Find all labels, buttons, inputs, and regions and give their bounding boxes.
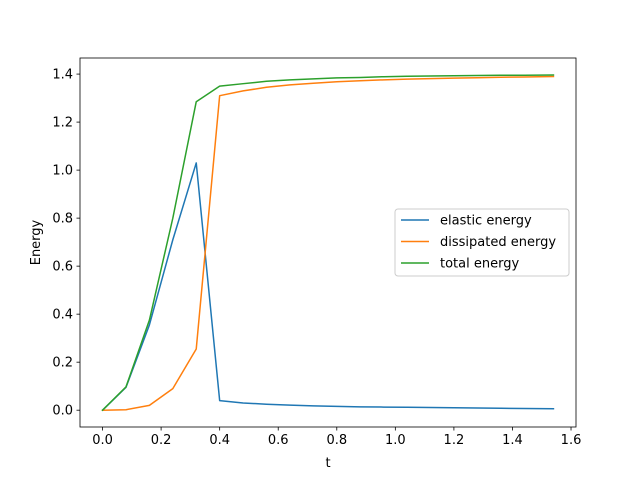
legend-label: dissipated energy bbox=[440, 235, 556, 250]
y-tick-label: 1.2 bbox=[52, 116, 73, 131]
series-line-total-energy bbox=[101, 74, 555, 412]
y-tick-label: 1.4 bbox=[52, 68, 73, 83]
x-axis-ticks: 0.0 0.2 0.4 0.6 0.8 1.0 1.2 1.4 1.6 bbox=[92, 427, 581, 448]
x-tick-label: 0.2 bbox=[151, 433, 172, 448]
legend-items: elastic energy dissipated energy total ene… bbox=[401, 214, 556, 272]
y-tick-label: 0.0 bbox=[52, 404, 73, 419]
x-tick-label: 0.4 bbox=[209, 433, 230, 448]
series-line-dissipated-energy bbox=[101, 75, 555, 411]
x-tick-label: 1.6 bbox=[561, 433, 582, 448]
x-tick-label: 1.4 bbox=[502, 433, 523, 448]
legend: elastic energy dissipated energy total ene… bbox=[394, 208, 570, 277]
legend-label: total energy bbox=[440, 257, 519, 272]
plot-lines bbox=[101, 74, 555, 412]
y-tick-label: 0.8 bbox=[52, 212, 73, 227]
x-axis-label: t bbox=[325, 456, 330, 471]
legend-label: elastic energy bbox=[440, 214, 532, 229]
x-tick-label: 1.0 bbox=[385, 433, 406, 448]
y-tick-label: 0.4 bbox=[52, 308, 73, 323]
x-tick-label: 0.0 bbox=[92, 433, 113, 448]
x-tick-label: 0.6 bbox=[268, 433, 289, 448]
legend-box bbox=[394, 208, 570, 277]
x-tick-label: 0.8 bbox=[326, 433, 347, 448]
y-axis-ticks: 0.0 0.2 0.4 0.6 0.8 1.0 1.2 1.4 bbox=[52, 68, 80, 419]
series-line-elastic-energy bbox=[101, 162, 555, 412]
x-tick-label: 1.2 bbox=[444, 433, 465, 448]
y-tick-label: 1.0 bbox=[52, 164, 73, 179]
axes-frame bbox=[79, 57, 577, 428]
y-tick-label: 0.6 bbox=[52, 260, 73, 275]
y-axis-label: Energy bbox=[29, 219, 44, 265]
y-tick-label: 0.2 bbox=[52, 356, 73, 371]
